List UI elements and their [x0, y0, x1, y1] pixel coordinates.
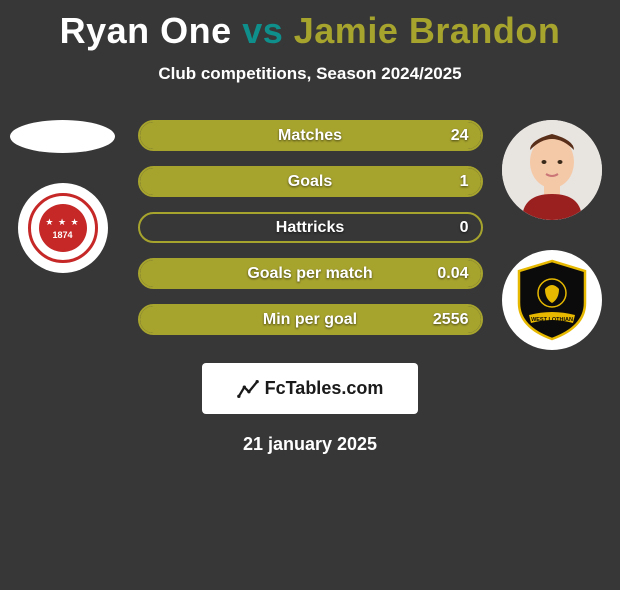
svg-text:WEST LOTHIAN: WEST LOTHIAN: [531, 317, 573, 323]
stat-label: Goals: [288, 173, 332, 191]
stat-bar: Hattricks 0: [138, 212, 483, 243]
stat-value-right: 24: [451, 127, 469, 145]
player2-club-crest: WEST LOTHIAN: [502, 250, 602, 350]
season-subtitle: Club competitions, Season 2024/2025: [0, 64, 620, 84]
player1-club-crest: ★ ★ ★ 1874: [18, 183, 108, 273]
player2-avatar: [502, 120, 602, 220]
crest-year: 1874: [52, 230, 72, 240]
stat-label: Goals per match: [247, 265, 372, 283]
stat-label: Matches: [278, 127, 342, 145]
stat-value-right: 1: [460, 173, 469, 191]
stat-label: Hattricks: [276, 219, 344, 237]
shield-icon: WEST LOTHIAN: [515, 259, 589, 341]
vs-separator: vs: [242, 10, 283, 51]
stat-bar: Matches 24: [138, 120, 483, 151]
fctables-badge: FcTables.com: [202, 363, 418, 414]
player1-avatar-placeholder: [10, 120, 115, 153]
face-icon: [502, 120, 602, 220]
crest-stars-icon: ★ ★ ★: [45, 217, 79, 228]
player1-name: Ryan One: [60, 10, 232, 51]
stat-label: Min per goal: [263, 311, 357, 329]
stats-area: ★ ★ ★ 1874: [0, 120, 620, 335]
stat-value-right: 0: [460, 219, 469, 237]
stat-value-right: 2556: [433, 311, 469, 329]
comparison-title: Ryan One vs Jamie Brandon: [0, 10, 620, 52]
stat-bars: Matches 24 Goals 1 Hattricks 0 Goals per match…: [138, 120, 483, 335]
stat-bar: Goals 1: [138, 166, 483, 197]
stat-bar: Goals per match 0.04: [138, 258, 483, 289]
badge-text: FcTables.com: [265, 378, 384, 399]
left-player-column: ★ ★ ★ 1874: [10, 120, 115, 273]
stat-value-right: 0.04: [437, 265, 468, 283]
fctables-logo-icon: [237, 378, 259, 400]
stat-bar: Min per goal 2556: [138, 304, 483, 335]
snapshot-date: 21 january 2025: [0, 434, 620, 455]
right-player-column: WEST LOTHIAN: [502, 120, 602, 350]
player2-name: Jamie Brandon: [294, 10, 561, 51]
